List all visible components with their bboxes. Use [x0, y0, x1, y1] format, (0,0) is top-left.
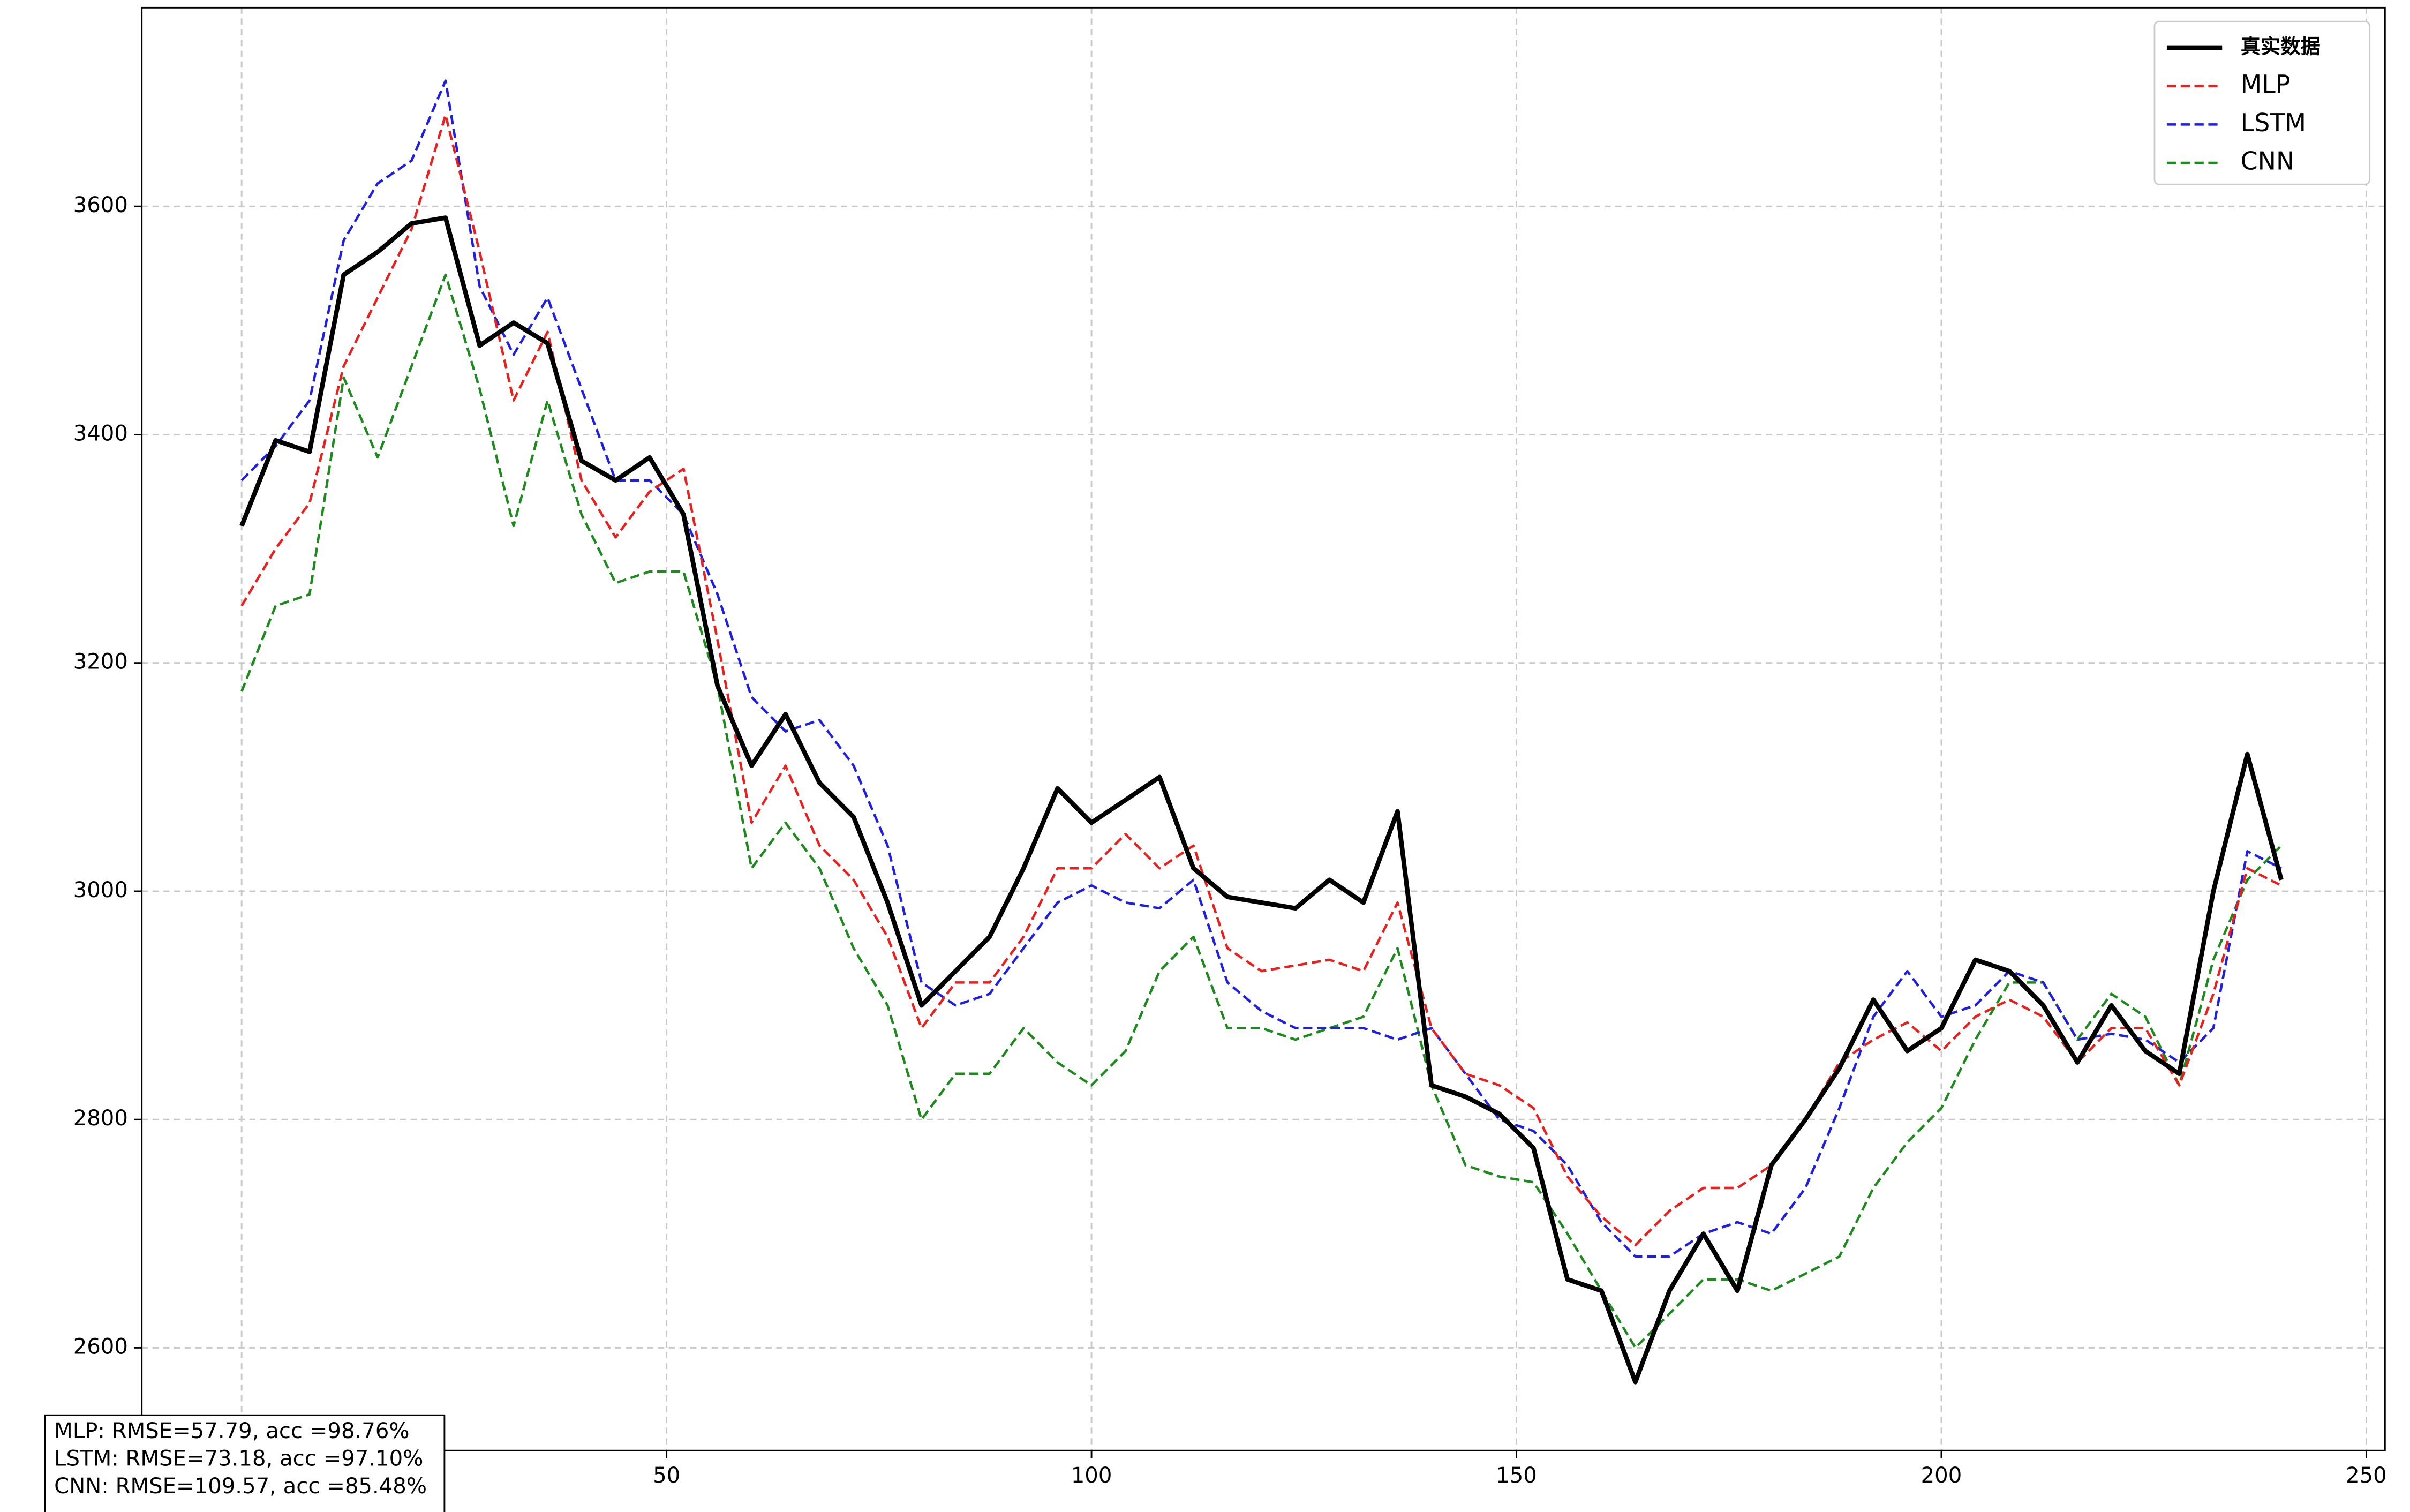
x-tick-label: 100 — [1071, 1463, 1112, 1488]
x-tick-label: 250 — [2346, 1463, 2387, 1488]
stats-box: MLP: RMSE=57.79, acc =98.76% LSTM: RMSE=7… — [44, 1414, 446, 1512]
stats-line: LSTM: RMSE=73.18, acc =97.10% — [54, 1446, 423, 1471]
legend-label: MLP — [2241, 70, 2291, 99]
legend-label: CNN — [2241, 147, 2295, 176]
stats-line: CNN: RMSE=109.57, acc =85.48% — [54, 1474, 427, 1499]
background — [6, 0, 2404, 1512]
series-line — [239, 215, 2284, 1385]
y-tick-label: 3400 — [73, 421, 128, 446]
legend: 真实数据 MLP LSTM CNN — [2153, 20, 2371, 185]
legend-label: LSTM — [2241, 108, 2306, 137]
plot-frame — [141, 6, 2386, 1451]
legend-box — [2153, 20, 2371, 185]
y-tick-label: 3000 — [73, 878, 128, 902]
y-tick-label: 2600 — [73, 1334, 128, 1359]
x-tick-label: 150 — [1496, 1463, 1537, 1488]
stats-line: MLP: RMSE=57.79, acc =98.76% — [54, 1419, 409, 1443]
stats-frame — [44, 1414, 446, 1512]
x-tick-label: 200 — [1921, 1463, 1962, 1488]
legend-label: 真实数据 — [2241, 34, 2321, 58]
y-tick-label: 3600 — [73, 193, 128, 217]
plot-area: 260028003000320034003600050100150200250真… — [44, 6, 2387, 1512]
series-line — [240, 273, 2283, 1349]
x-tick-label: 50 — [653, 1463, 680, 1488]
series-line — [240, 79, 2282, 1258]
y-tick-label: 2800 — [73, 1106, 128, 1131]
y-tick-label: 3200 — [73, 650, 128, 674]
series-line — [240, 114, 2282, 1246]
